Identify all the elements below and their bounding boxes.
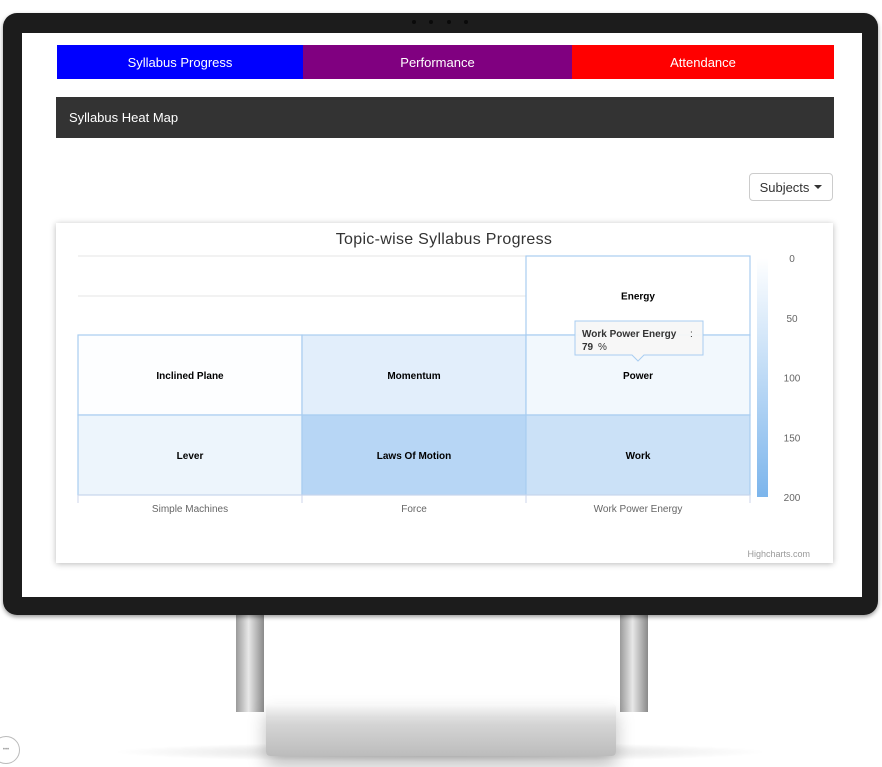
cell-label: Momentum — [387, 371, 440, 382]
x-axis-label: Work Power Energy — [594, 504, 683, 515]
cell-label: Laws Of Motion — [377, 451, 451, 462]
section-title: Syllabus Heat Map — [69, 110, 179, 125]
tab-syllabus-progress[interactable]: Syllabus Progress — [57, 45, 303, 79]
x-axis-label: Simple Machines — [152, 504, 228, 515]
stand-leg-left — [236, 612, 264, 712]
highcharts-credits: Highcharts.com — [747, 549, 810, 559]
cell-label: Inclined Plane — [156, 371, 224, 382]
tab-bar: Syllabus Progress Performance Attendance — [57, 45, 834, 79]
cell-label: Power — [623, 371, 653, 382]
cell-label: Lever — [177, 451, 204, 462]
screen: Syllabus Progress Performance Attendance… — [22, 33, 862, 597]
heatmap-cell — [301, 334, 527, 416]
caret-down-icon — [814, 185, 823, 189]
tooltip-box — [574, 320, 704, 362]
monitor-frame: Syllabus Progress Performance Attendance… — [3, 13, 878, 615]
tooltip-separator: : — [690, 329, 693, 340]
color-axis-label: 200 — [784, 493, 801, 504]
cell-label: Energy — [621, 292, 655, 303]
chart-title: Topic-wise Syllabus Progress — [336, 231, 552, 248]
tooltip-series: Work Power Energy — [582, 329, 677, 340]
color-axis-label: 0 — [789, 254, 795, 265]
tooltip-unit: % — [598, 342, 607, 353]
cell-label: Work — [626, 451, 651, 462]
color-axis-bar — [757, 258, 768, 497]
heatmap-chart-card: Topic-wise Syllabus Progress Energy Inclin… — [56, 223, 833, 563]
heatmap-chart: Topic-wise Syllabus Progress Energy Inclin… — [77, 231, 810, 559]
tooltip-value: 79 — [582, 342, 594, 353]
color-axis-label: 50 — [786, 314, 798, 325]
stand-leg-right — [620, 612, 648, 712]
subjects-dropdown-button[interactable]: Subjects — [749, 173, 833, 201]
x-axis-label: Force — [401, 504, 427, 515]
camera-dot-icon — [464, 20, 468, 24]
subjects-button-label: Subjects — [759, 179, 810, 195]
section-header: Syllabus Heat Map — [56, 97, 834, 138]
camera-dot-icon — [412, 20, 416, 24]
tab-performance[interactable]: Performance — [303, 45, 572, 79]
monitor-base — [266, 704, 616, 756]
monitor-stand — [236, 612, 648, 720]
heatmap-cell — [525, 414, 751, 496]
heatmap-cell — [77, 334, 303, 416]
corner-dots-icon[interactable]: ••• — [0, 736, 20, 764]
color-axis-label: 100 — [784, 374, 801, 385]
camera-dot-icon — [429, 20, 433, 24]
color-axis-label: 150 — [784, 433, 801, 444]
tab-attendance[interactable]: Attendance — [572, 45, 834, 79]
camera-dot-icon — [447, 20, 451, 24]
